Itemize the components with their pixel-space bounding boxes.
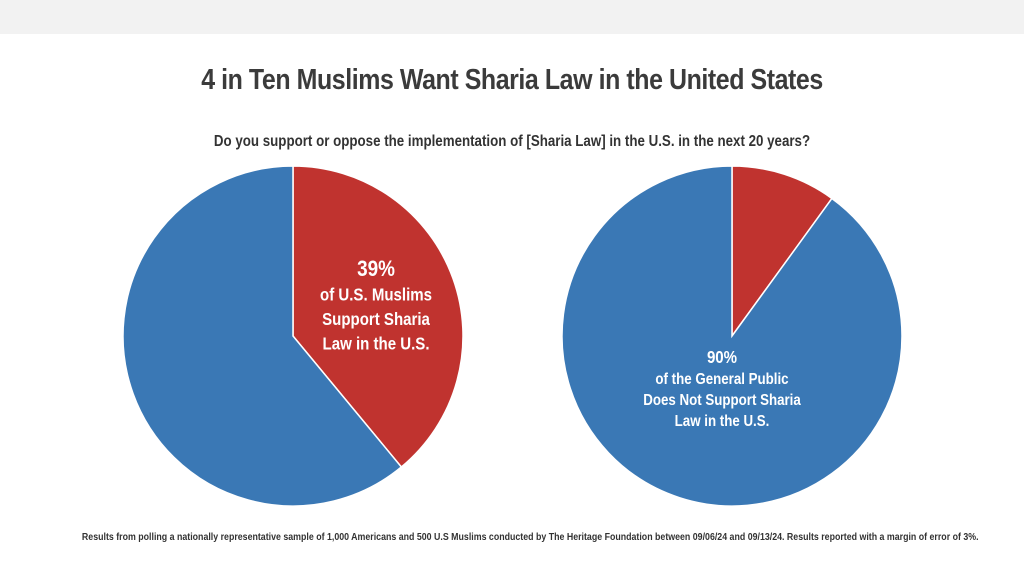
pie-2-annotation-line: Law in the U.S. bbox=[675, 413, 770, 430]
pie-2-slice-support bbox=[731, 165, 833, 339]
pie-2-annotation: 90% of the General Public Does Not Support… bbox=[643, 348, 801, 430]
pie-1-slice-support bbox=[292, 165, 464, 469]
pie-2-annotation-line: 90% bbox=[707, 348, 738, 367]
pie-2-annotation-line: of the General Public bbox=[655, 371, 788, 388]
footnote: Results from polling a nationally repres… bbox=[81, 531, 979, 543]
pie-1-annotation-line: 39% bbox=[357, 257, 395, 282]
pie-1-annotation-line: Support Sharia bbox=[322, 310, 431, 329]
pie-2-slice-does-not-support bbox=[561, 165, 903, 507]
chart-title: 4 in Ten Muslims Want Sharia Law in the … bbox=[201, 64, 823, 96]
chart-subtitle: Do you support or oppose the implementat… bbox=[213, 133, 811, 150]
pie-1-annotation: 39% of U.S. Muslims Support Sharia Law in t… bbox=[320, 257, 432, 354]
pie-1-slice-other bbox=[122, 165, 403, 507]
pie-1: 39% of U.S. Muslims Support Sharia Law in t… bbox=[122, 165, 464, 507]
top-bar bbox=[0, 0, 1024, 34]
pie-2: 90% of the General Public Does Not Support… bbox=[561, 165, 903, 507]
pie-1-annotation-line: Law in the U.S. bbox=[323, 334, 430, 353]
pie-1-annotation-line: of U.S. Muslims bbox=[320, 285, 432, 304]
pie-2-annotation-line: Does Not Support Sharia bbox=[643, 392, 801, 409]
